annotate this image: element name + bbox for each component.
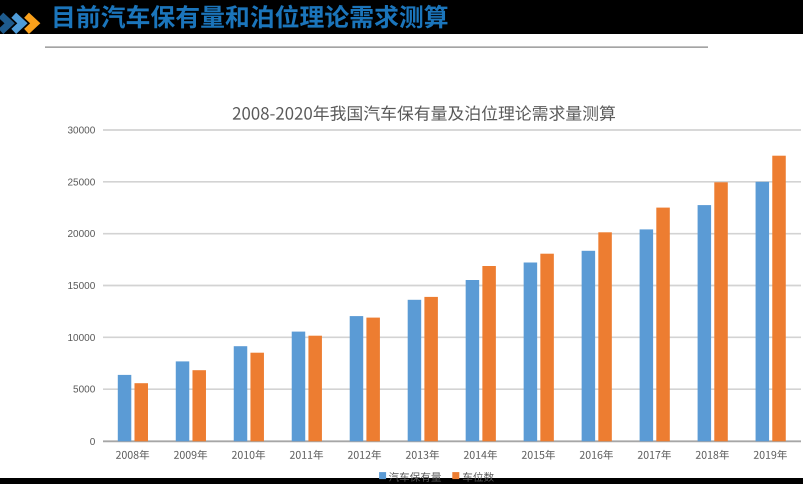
svg-text:30000: 30000 xyxy=(67,126,95,137)
svg-text:0: 0 xyxy=(90,437,96,448)
svg-text:25000: 25000 xyxy=(67,177,95,188)
svg-text:5000: 5000 xyxy=(73,385,96,396)
svg-text:20000: 20000 xyxy=(67,229,95,240)
svg-text:10000: 10000 xyxy=(67,333,95,344)
svg-text:15000: 15000 xyxy=(67,281,95,292)
